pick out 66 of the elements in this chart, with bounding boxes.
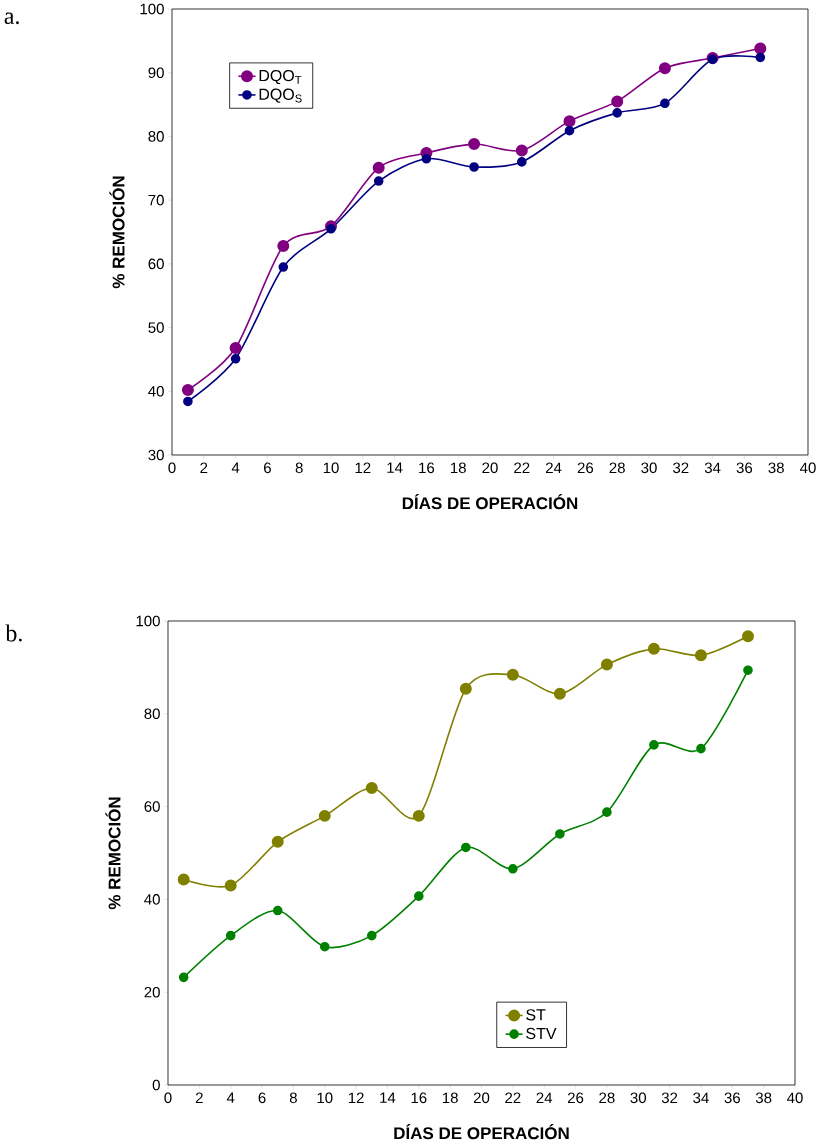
x-tick-label: 0 bbox=[164, 1092, 172, 1104]
y-tick-label: 80 bbox=[144, 708, 160, 720]
x-tick-label: 8 bbox=[295, 462, 303, 474]
x-tick-label: 22 bbox=[505, 1092, 521, 1103]
y-axis-title: % REMOCIÓN bbox=[105, 797, 121, 910]
x-tick-label: 14 bbox=[387, 462, 403, 473]
x-tick-label: 40 bbox=[800, 462, 816, 474]
x-tick-label: 8 bbox=[289, 1092, 297, 1104]
x-tick-label: 24 bbox=[536, 1092, 553, 1103]
x-tick-label: 12 bbox=[355, 462, 371, 473]
x-axis-title: DÍAS DE OPERACIÓN bbox=[394, 1124, 569, 1140]
x-tick-label: 20 bbox=[473, 1092, 490, 1104]
x-tick-label: 10 bbox=[323, 462, 339, 474]
y-tick-label: 90 bbox=[148, 67, 164, 79]
y-tick-label: 40 bbox=[148, 385, 164, 397]
x-tick-label: 28 bbox=[599, 1092, 615, 1104]
legend-label: ST bbox=[526, 1009, 546, 1021]
text: a. bbox=[4, 12, 19, 25]
x-tick-label: 18 bbox=[442, 1092, 458, 1104]
x-tick-label: 2 bbox=[200, 462, 208, 473]
y-tick-label: 20 bbox=[144, 986, 160, 998]
x-tick-label: 32 bbox=[673, 462, 689, 474]
text: b. bbox=[5, 624, 22, 642]
x-tick-label: 0 bbox=[168, 462, 176, 474]
y-tick-label: 70 bbox=[148, 194, 164, 206]
x-tick-label: 26 bbox=[577, 462, 594, 474]
legend-label: DQO$_{S}$ bbox=[259, 88, 302, 103]
x-axis-title: DÍAS DE OPERACIÓN bbox=[402, 494, 578, 510]
x-tick-label: 30 bbox=[641, 462, 657, 474]
x-tick-label: 12 bbox=[348, 1092, 364, 1103]
x-tick-label: 24 bbox=[546, 462, 562, 473]
legend-label: DQO$_{T}$ bbox=[259, 69, 302, 85]
x-tick-label: 34 bbox=[693, 1092, 709, 1104]
y-tick-label: 50 bbox=[148, 322, 164, 333]
x-tick-label: 32 bbox=[661, 1092, 678, 1104]
x-tick-label: 6 bbox=[263, 462, 271, 474]
x-tick-label: 36 bbox=[724, 1092, 740, 1104]
y-tick-label: 60 bbox=[148, 258, 164, 270]
x-tick-label: 4 bbox=[231, 462, 240, 473]
x-tick-label: 28 bbox=[609, 462, 625, 474]
x-tick-label: 6 bbox=[258, 1092, 266, 1104]
y-axis-title: % REMOCIÓN bbox=[109, 176, 125, 289]
x-tick-label: 36 bbox=[736, 462, 753, 474]
x-tick-label: 38 bbox=[768, 462, 784, 474]
x-tick-label: 10 bbox=[317, 1092, 333, 1104]
x-tick-label: 40 bbox=[786, 1092, 803, 1104]
x-tick-label: 18 bbox=[451, 462, 466, 474]
y-tick-label: 30 bbox=[148, 449, 164, 461]
x-tick-label: 30 bbox=[630, 1092, 646, 1104]
y-tick-label: 100 bbox=[136, 615, 160, 627]
x-tick-label: 38 bbox=[755, 1092, 772, 1104]
x-tick-label: 4 bbox=[226, 1092, 235, 1103]
y-tick-label: 40 bbox=[144, 894, 160, 905]
x-tick-label: 16 bbox=[419, 462, 435, 474]
x-tick-label: 34 bbox=[704, 462, 721, 474]
legend-label: STV bbox=[526, 1027, 557, 1040]
x-tick-label: 16 bbox=[411, 1092, 427, 1104]
y-tick-label: 60 bbox=[144, 801, 160, 812]
x-tick-label: 26 bbox=[567, 1092, 584, 1104]
x-tick-label: 20 bbox=[482, 462, 498, 474]
y-tick-label: 80 bbox=[148, 131, 164, 142]
x-tick-label: 14 bbox=[380, 1092, 396, 1103]
x-tick-label: 2 bbox=[195, 1092, 203, 1103]
y-tick-label: 100 bbox=[140, 3, 164, 15]
y-tick-label: 0 bbox=[152, 1079, 160, 1091]
x-tick-label: 22 bbox=[514, 462, 530, 473]
